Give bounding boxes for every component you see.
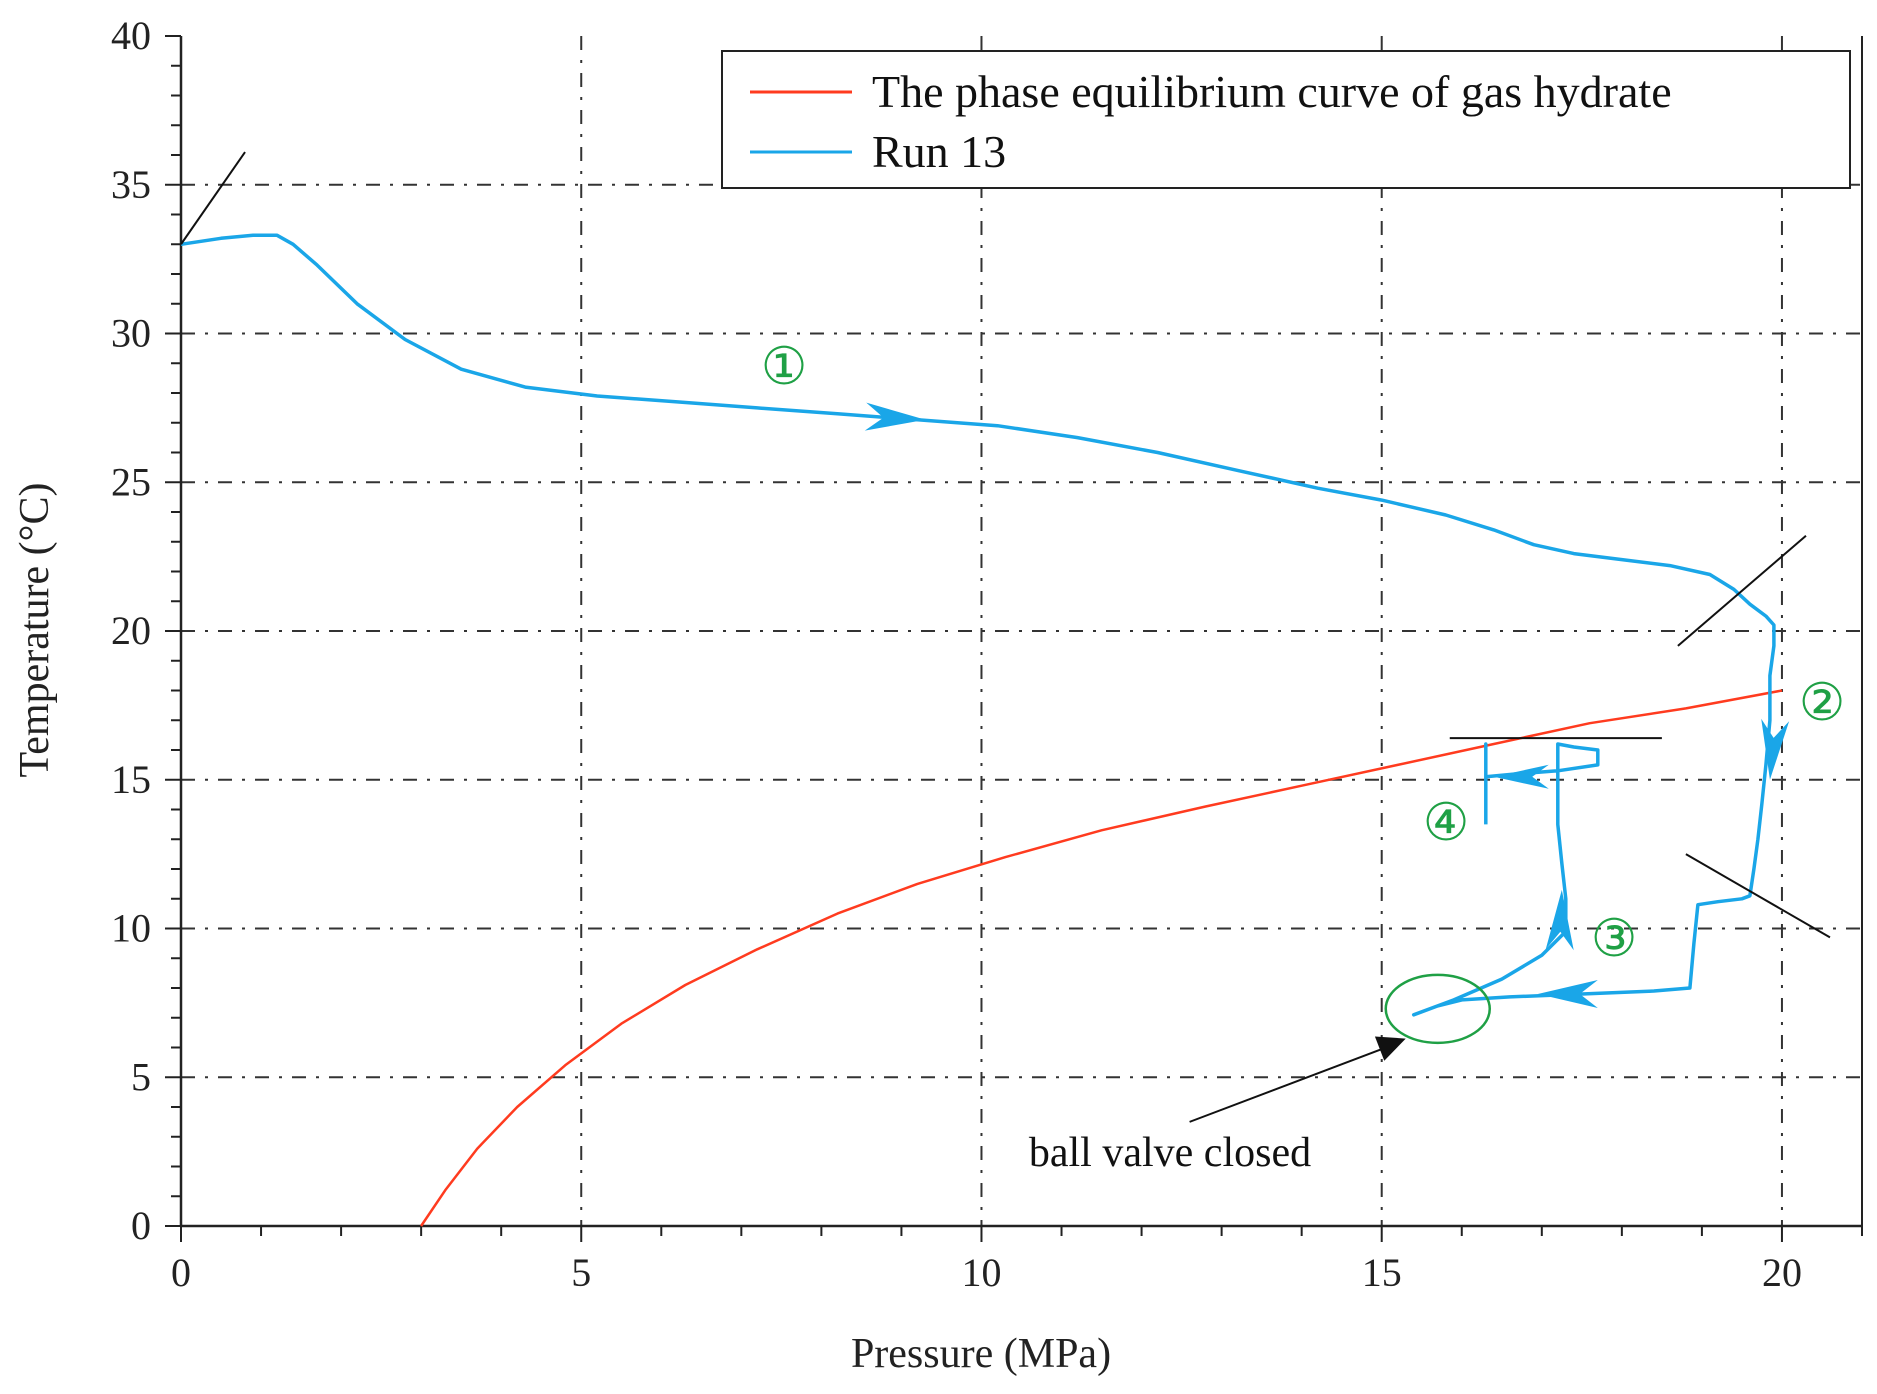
annotations: ① ② ③ ④ ball valve closed (761, 339, 1846, 1176)
y-tick-label-2: 10 (111, 906, 151, 951)
y-tick-label-1: 5 (131, 1054, 151, 1099)
y-ticks: 0 5 10 15 20 25 30 35 40 (111, 13, 181, 1248)
arrow-stage-1-head (864, 402, 926, 431)
x-tick-label-4: 20 (1762, 1250, 1802, 1295)
legend-label-phase: The phase equilibrium curve of gas hydra… (872, 66, 1672, 117)
legend-label-run: Run 13 (872, 126, 1006, 177)
arrow-stage-2 (1761, 718, 1790, 780)
arrow-stage-1 (864, 402, 926, 431)
guide-stage-2-start (1677, 535, 1807, 647)
ball-valve-ellipse (1384, 973, 1491, 1045)
guide-stage-2-end (1685, 853, 1831, 939)
y-tick-label-6: 30 (111, 311, 151, 356)
x-tick-label-1: 5 (571, 1250, 591, 1295)
series-line-run-13 (180, 233, 1776, 1017)
legend-box (721, 50, 1851, 189)
guide-lines (180, 151, 1831, 1123)
x-ticks: 0 5 10 15 20 (171, 1226, 1863, 1295)
x-tick-label-0: 0 (171, 1250, 191, 1295)
arrow-stage-3-up-head (1545, 889, 1574, 951)
arrow-stage-3-up (1545, 889, 1574, 951)
ball-valve-arrow-head (1374, 1036, 1406, 1061)
arrow-stage-2-head (1761, 718, 1790, 780)
series-group (180, 233, 1790, 1227)
y-tick-label-3: 15 (111, 757, 151, 802)
y-tick-label-4: 20 (111, 608, 151, 653)
x-axis-title: Pressure (MPa) (851, 1331, 1111, 1377)
ball-valve-label: ball valve closed (1029, 1130, 1311, 1176)
arrow-stage-3-head (1537, 979, 1598, 1008)
arrow-stage-4-head (1493, 764, 1549, 789)
x-tick-label-3: 15 (1362, 1250, 1402, 1295)
y-tick-label-5: 25 (111, 459, 151, 504)
arrow-stage-4 (1493, 764, 1549, 789)
guide-start (180, 151, 246, 245)
legend: The phase equilibrium curve of gas hydra… (721, 50, 1851, 189)
stage-1-label: ① (761, 339, 808, 396)
y-axis-title: Temperature (°C) (12, 483, 58, 778)
x-tick-label-2: 10 (961, 1250, 1001, 1295)
stage-3-label: ③ (1591, 911, 1638, 968)
arrow-stage-3 (1537, 979, 1598, 1008)
stage-2-label: ② (1799, 675, 1846, 732)
series-line-phase-equilibrium (420, 689, 1783, 1227)
grid (181, 36, 1862, 1226)
y-tick-label-7: 35 (111, 162, 151, 207)
y-tick-label-8: 40 (111, 13, 151, 58)
ball-valve-arrow-tip (1374, 1036, 1406, 1061)
stage-4-label: ④ (1423, 795, 1470, 852)
y-tick-label-0: 0 (131, 1203, 151, 1248)
ball-valve-arrow-shaft (1189, 1043, 1395, 1123)
